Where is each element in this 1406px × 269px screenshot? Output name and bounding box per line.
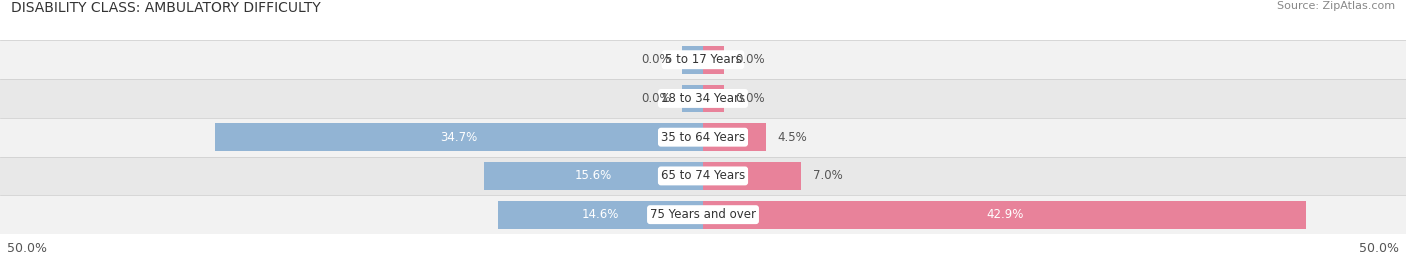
Bar — [703, 162, 801, 190]
Text: 75 Years and over: 75 Years and over — [650, 208, 756, 221]
Text: 5 to 17 Years: 5 to 17 Years — [665, 53, 741, 66]
Text: 0.0%: 0.0% — [641, 92, 671, 105]
Text: Source: ZipAtlas.com: Source: ZipAtlas.com — [1277, 1, 1395, 11]
Bar — [215, 123, 703, 151]
Text: 7.0%: 7.0% — [813, 169, 842, 182]
Bar — [0, 195, 1406, 234]
Bar — [703, 46, 724, 74]
Text: 42.9%: 42.9% — [986, 208, 1024, 221]
Text: 0.0%: 0.0% — [735, 53, 765, 66]
Text: 0.0%: 0.0% — [641, 53, 671, 66]
Bar — [682, 46, 703, 74]
Bar — [0, 40, 1406, 79]
Text: 0.0%: 0.0% — [735, 92, 765, 105]
Bar — [703, 123, 766, 151]
Text: 50.0%: 50.0% — [7, 242, 46, 255]
Bar — [0, 157, 1406, 195]
Bar — [682, 84, 703, 112]
Bar — [703, 84, 724, 112]
Bar — [0, 118, 1406, 157]
Text: 65 to 74 Years: 65 to 74 Years — [661, 169, 745, 182]
Bar — [703, 201, 1306, 229]
Bar — [498, 201, 703, 229]
Text: 14.6%: 14.6% — [582, 208, 619, 221]
Text: 50.0%: 50.0% — [1360, 242, 1399, 255]
Text: 34.7%: 34.7% — [440, 131, 478, 144]
Bar — [484, 162, 703, 190]
Text: 18 to 34 Years: 18 to 34 Years — [661, 92, 745, 105]
Text: 4.5%: 4.5% — [778, 131, 807, 144]
Text: 35 to 64 Years: 35 to 64 Years — [661, 131, 745, 144]
Text: 15.6%: 15.6% — [575, 169, 612, 182]
Text: DISABILITY CLASS: AMBULATORY DIFFICULTY: DISABILITY CLASS: AMBULATORY DIFFICULTY — [11, 1, 321, 15]
Bar — [0, 79, 1406, 118]
